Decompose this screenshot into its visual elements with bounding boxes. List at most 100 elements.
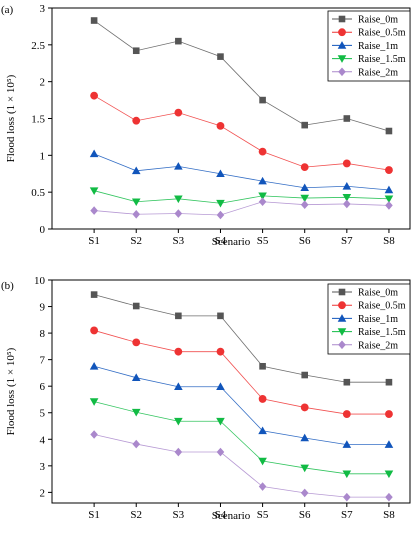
- data-point: [174, 382, 183, 391]
- data-point: [384, 195, 394, 204]
- series-line: [94, 190, 389, 204]
- data-point: [89, 187, 99, 195]
- legend-label: Raise_1.5m: [358, 54, 406, 65]
- x-tick-label: S2: [130, 235, 142, 247]
- data-point: [90, 430, 98, 439]
- data-point: [90, 206, 98, 215]
- y-tick-label: 2: [40, 487, 46, 499]
- data-point: [300, 163, 309, 172]
- data-point: [300, 464, 310, 473]
- series-Raise_0.5m: [90, 91, 393, 174]
- series-line: [93, 20, 390, 132]
- data-point: [300, 194, 310, 203]
- x-tick-label: S5: [257, 235, 269, 247]
- y-tick-label: 2: [40, 77, 46, 89]
- data-point: [174, 417, 183, 426]
- data-point: [89, 149, 99, 158]
- data-point: [90, 91, 99, 100]
- data-point: [300, 433, 310, 442]
- y-tick-label: 3: [40, 461, 46, 473]
- panel-label: (b): [1, 280, 14, 292]
- data-point: [300, 403, 309, 412]
- data-point: [216, 417, 225, 426]
- data-point: [259, 362, 266, 370]
- series-line: [93, 153, 389, 191]
- y-tick-label: 1.5: [31, 114, 45, 126]
- legend-label: Raise_0m: [358, 288, 398, 299]
- data-point: [90, 291, 98, 298]
- legend-label: Raise_2m: [358, 67, 398, 78]
- x-tick-label: S7: [341, 509, 353, 521]
- legend-marker: [337, 55, 347, 63]
- legend-marker: [338, 340, 346, 350]
- data-point: [342, 159, 351, 168]
- data-point: [216, 121, 225, 130]
- data-point: [384, 470, 394, 479]
- legend-label: Raise_0m: [358, 15, 398, 26]
- y-tick-label: 6: [40, 381, 46, 393]
- y-tick-label: 3: [40, 3, 46, 15]
- data-point: [342, 181, 352, 190]
- data-point: [258, 176, 267, 185]
- y-tick-label: 1: [40, 150, 46, 162]
- data-point: [174, 108, 183, 117]
- data-point: [217, 53, 224, 60]
- series-line: [94, 434, 389, 498]
- legend-label: Raise_0.5m: [358, 301, 406, 312]
- chart-panel-a: 0 0.5 1 1.5 2 2.5 3 S1 S2 S3 S4 S5 S6 S7 S8 Scenario Flo…: [1, 3, 411, 248]
- data-point: [258, 482, 267, 491]
- data-point: [385, 127, 393, 135]
- data-point: [131, 408, 141, 417]
- data-point: [300, 183, 310, 192]
- data-point: [300, 488, 309, 498]
- panel-label: (a): [1, 4, 14, 16]
- x-tick-label: S4: [215, 509, 227, 521]
- series-line: [94, 294, 389, 383]
- data-point: [384, 440, 394, 448]
- data-point: [90, 17, 98, 24]
- data-point: [258, 457, 267, 466]
- y-tick-label: 0.5: [31, 187, 45, 199]
- data-point: [131, 166, 141, 175]
- legend-marker: [338, 288, 346, 296]
- x-tick-label: S6: [299, 509, 311, 521]
- y-axis-label: Flood loss (1 × 10⁵): [5, 74, 17, 162]
- data-point: [216, 347, 225, 356]
- x-tick-label: S7: [341, 235, 353, 247]
- legend: Raise_0m Raise_0.5m Raise_1m Raise_1.5m Rais…: [327, 10, 411, 82]
- x-tick-label: S8: [383, 235, 395, 247]
- y-tick-label: 2.5: [31, 40, 45, 52]
- series-Raise_0m: [90, 291, 393, 386]
- x-axis-label: Scenario: [212, 236, 251, 248]
- data-point: [216, 199, 225, 208]
- legend-marker: [337, 314, 347, 322]
- series-Raise_0.5m: [90, 326, 393, 418]
- x-tick-label: S5: [257, 509, 269, 521]
- data-point: [175, 312, 182, 320]
- data-point: [385, 492, 393, 502]
- data-point: [89, 361, 99, 370]
- data-point: [131, 373, 141, 381]
- legend-label: Raise_0.5m: [358, 28, 406, 39]
- series-line: [93, 95, 390, 171]
- data-point: [175, 37, 182, 45]
- data-point: [342, 194, 352, 202]
- data-point: [132, 302, 140, 310]
- legend-marker: [337, 41, 347, 49]
- plot-frame: [51, 279, 411, 504]
- y-tick-label: 9: [40, 302, 46, 314]
- series-Raise_1.5m: [89, 187, 394, 208]
- data-point: [342, 410, 351, 418]
- legend-marker: [338, 301, 346, 310]
- data-point: [300, 200, 309, 209]
- y-tick-label: 5: [40, 408, 46, 420]
- data-point: [258, 197, 267, 207]
- data-point: [385, 410, 393, 418]
- series-line: [94, 365, 389, 445]
- data-point: [385, 201, 393, 210]
- data-point: [385, 166, 393, 174]
- legend-label: Raise_2m: [358, 340, 398, 351]
- data-point: [301, 371, 309, 379]
- x-tick-label: S2: [130, 509, 142, 521]
